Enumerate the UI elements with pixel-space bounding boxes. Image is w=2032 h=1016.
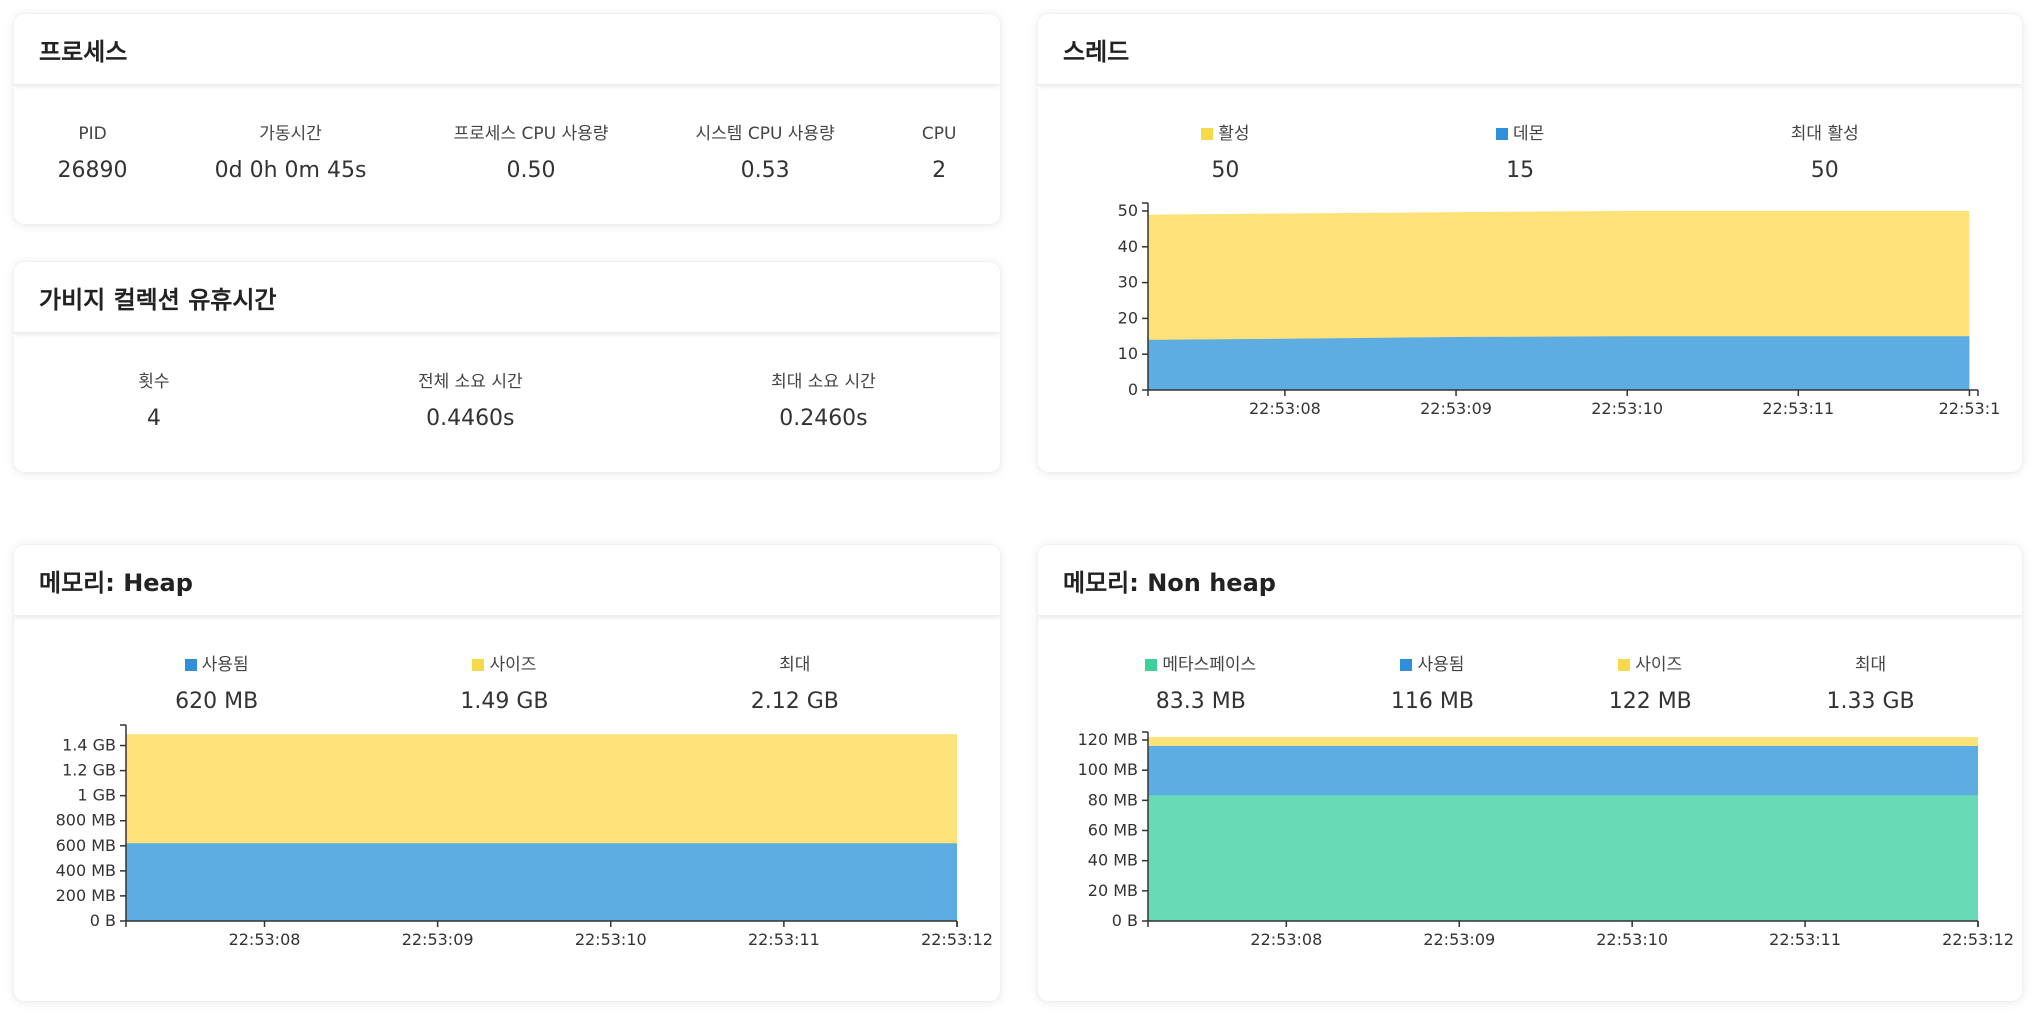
x-tick-label: 22:53:10 (1596, 930, 1668, 949)
area-series-데몬 (1148, 336, 1970, 390)
y-tick-label: 600 MB (56, 836, 116, 855)
y-tick-label: 50 (1118, 201, 1138, 220)
y-tick-label: 30 (1118, 273, 1138, 292)
heap-legend-used[interactable]: 사용됨 620 MB (175, 655, 259, 714)
y-tick-label: 200 MB (56, 886, 116, 905)
threads-legend-active[interactable]: 활성 50 (1201, 122, 1250, 183)
x-tick-label: 22:53:11 (748, 930, 820, 949)
process-stat-system-cpu: 시스템 CPU 사용량 0.53 (695, 124, 835, 183)
heap-title: 메모리: Heap (14, 545, 1000, 616)
threads-card: 스레드 활성 50 데몬 15 최대 활성 50 0 10 20 30 40 50 22:5… (1038, 14, 2022, 472)
threads-legend-peak: 최대 활성 50 (1790, 124, 1859, 183)
y-tick-label: 1.2 GB (62, 761, 116, 780)
y-tick-label: 800 MB (56, 811, 116, 830)
process-stat-process-cpu: 프로세스 CPU 사용량 0.50 (453, 124, 609, 183)
y-tick-label: 1 GB (77, 786, 116, 805)
x-tick-label: 22:53:09 (402, 930, 474, 949)
process-stat-pid: PID 26890 (57, 124, 128, 183)
y-tick-label: 0 (1128, 380, 1138, 399)
threads-title: 스레드 (1038, 14, 2022, 85)
x-tick-label: 22:53:11 (1769, 930, 1841, 949)
gc-stat-total-time: 전체 소요 시간 0.4460s (417, 372, 523, 431)
gc-title: 가비지 컬렉션 유휴시간 (14, 262, 1000, 333)
x-tick-label: 22:53:1 (1939, 399, 2001, 418)
y-tick-label: 20 MB (1088, 881, 1138, 900)
threads-chart: 0 10 20 30 40 50 22:53:08 22:53:09 22:53:10 22:53… (1118, 201, 2001, 418)
heap-chart: 0 B 200 MB 400 MB 600 MB 800 MB 1 GB 1.2 GB 1.4… (56, 724, 993, 949)
heap-legend-max: 최대 2.12 GB (750, 655, 839, 714)
legend-swatch (1201, 128, 1214, 140)
nonheap-chart: 0 B 20 MB 40 MB 60 MB 80 MB 100 MB 120 MB 22:53… (1078, 730, 2014, 949)
process-stat-cpu-count: CPU 2 (921, 124, 957, 183)
gc-stat-max-time: 최대 소요 시간 0.2460s (771, 372, 876, 431)
y-tick-label: 10 (1118, 344, 1138, 363)
nonheap-legend-metaspace[interactable]: 메타스페이스 83.3 MB (1145, 653, 1256, 714)
gc-stat-count: 횟수 4 (138, 372, 170, 431)
nonheap-legend-size[interactable]: 사이즈 122 MB (1608, 655, 1692, 714)
y-tick-label: 1.4 GB (62, 736, 116, 755)
process-card: 프로세스 PID 26890 가동시간 0d 0h 0m 45s 프로세스 CP… (14, 14, 1000, 224)
nonheap-legend-max: 최대 1.33 GB (1826, 655, 1915, 714)
gc-card: 가비지 컬렉션 유휴시간 횟수 4 전체 소요 시간 0.4460s 최대 소요… (14, 262, 1000, 472)
process-title: 프로세스 (14, 14, 1000, 85)
x-tick-label: 22:53:11 (1762, 399, 1834, 418)
area-series-사용됨 (126, 843, 957, 921)
y-tick-label: 0 B (90, 911, 116, 930)
y-tick-label: 40 MB (1088, 851, 1138, 870)
threads-legend-daemon[interactable]: 데몬 15 (1496, 122, 1544, 183)
process-stat-uptime: 가동시간 0d 0h 0m 45s (214, 124, 367, 183)
heap-card: 메모리: Heap 사용됨 620 MB 사이즈 1.49 GB 최대 2.12… (14, 545, 1000, 1001)
legend-swatch (1496, 128, 1508, 140)
y-tick-label: 0 B (1112, 911, 1138, 930)
legend-swatch (1618, 659, 1631, 671)
legend-swatch (1145, 659, 1158, 671)
y-tick-label: 60 MB (1088, 821, 1138, 840)
y-tick-label: 100 MB (1078, 760, 1138, 779)
x-tick-label: 22:53:08 (1249, 399, 1321, 418)
x-tick-label: 22:53:09 (1423, 930, 1495, 949)
y-tick-label: 80 MB (1088, 790, 1138, 809)
x-tick-label: 22:53:10 (1591, 399, 1663, 418)
y-tick-label: 400 MB (56, 861, 116, 880)
x-tick-label: 22:53:08 (229, 930, 301, 949)
legend-swatch (1400, 659, 1413, 671)
y-tick-label: 20 (1118, 308, 1138, 327)
y-tick-label: 40 (1118, 237, 1138, 256)
x-tick-label: 22:53:09 (1420, 399, 1492, 418)
nonheap-legend-used[interactable]: 사용됨 116 MB (1390, 655, 1474, 714)
nonheap-title: 메모리: Non heap (1038, 545, 2022, 616)
legend-swatch (472, 659, 485, 671)
x-tick-label: 22:53:12 (921, 930, 993, 949)
x-tick-label: 22:53:08 (1250, 930, 1322, 949)
heap-legend-size[interactable]: 사이즈 1.49 GB (460, 655, 549, 714)
x-tick-label: 22:53:10 (575, 930, 647, 949)
area-series-메타스페이스 (1148, 795, 1978, 921)
nonheap-card: 메모리: Non heap 메타스페이스 83.3 MB 사용됨 116 MB … (1038, 545, 2022, 1001)
legend-swatch (184, 659, 197, 671)
x-tick-label: 22:53:12 (1942, 930, 2014, 949)
y-tick-label: 120 MB (1078, 730, 1138, 749)
